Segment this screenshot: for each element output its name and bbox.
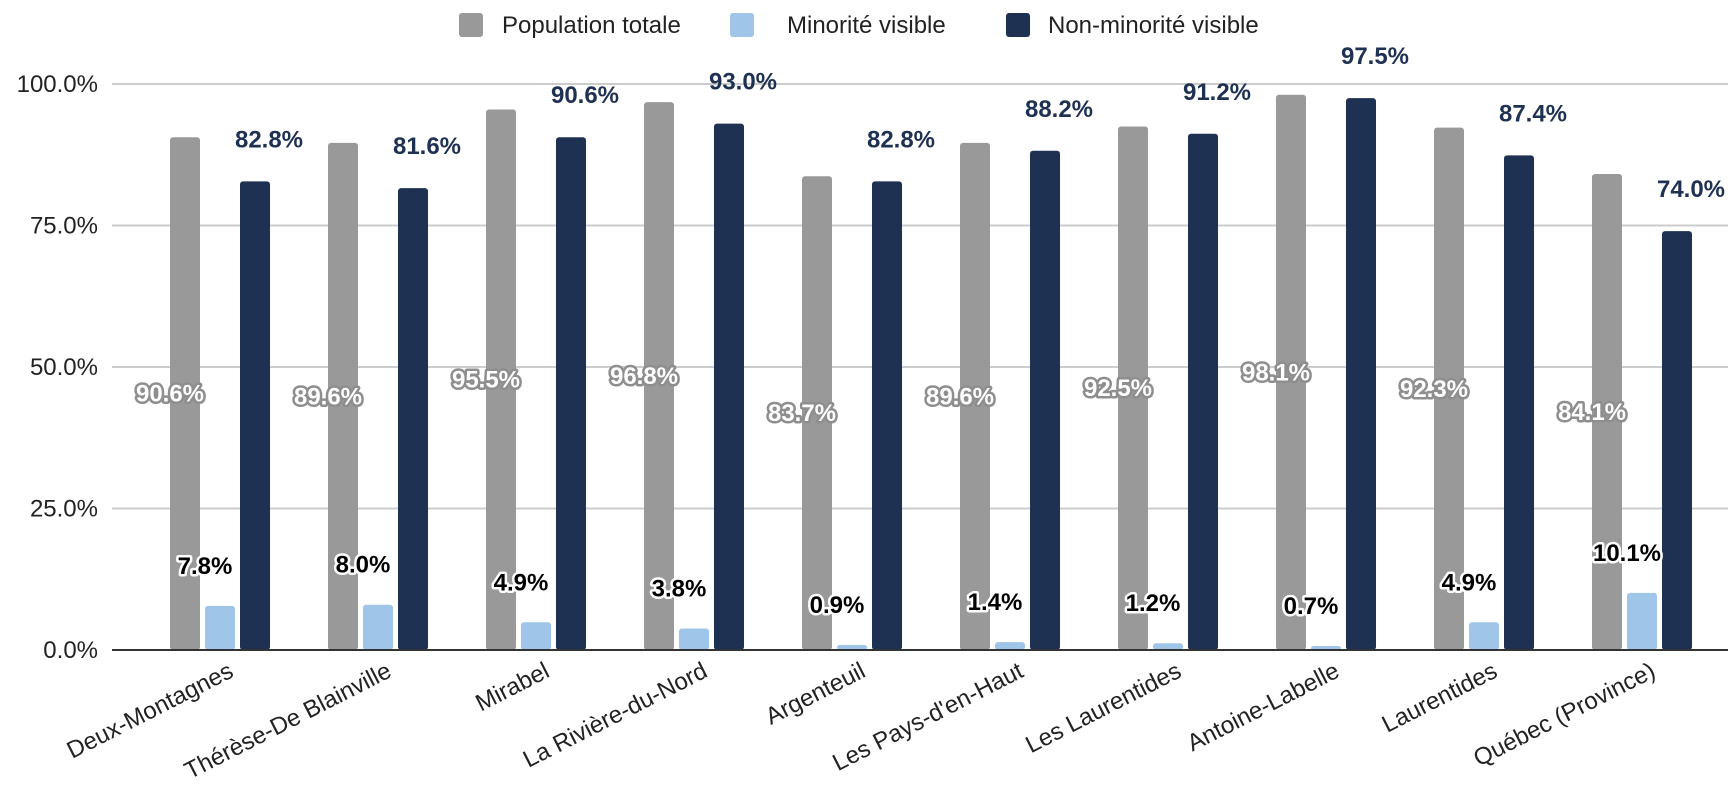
data-label-non-minorite-visible: 82.8% xyxy=(235,126,303,153)
bars xyxy=(170,94,1692,651)
data-label-population-totale: 96.8% xyxy=(610,363,678,390)
data-label-population-totale: 89.6% xyxy=(294,383,362,410)
data-label-non-minorite-visible: 93.0% xyxy=(709,69,777,96)
data-label-minorite-visible: 1.4% xyxy=(968,589,1023,616)
bar-population-totale xyxy=(170,137,200,651)
bar-population-totale xyxy=(1276,94,1306,650)
legend-swatch xyxy=(730,13,754,37)
bar-population-totale xyxy=(1434,127,1464,650)
data-label-non-minorite-visible: 90.6% xyxy=(551,82,619,109)
bar-non-minorite-visible xyxy=(1188,133,1218,651)
data-label-population-totale: 92.3% xyxy=(1400,376,1468,403)
bar-population-totale xyxy=(1592,173,1622,650)
x-category-label: Mirabel xyxy=(471,657,553,717)
data-label-population-totale: 90.6% xyxy=(136,381,204,408)
data-label-non-minorite-visible: 91.2% xyxy=(1183,79,1251,106)
y-axis: 0.0% 25.0% 50.0% 75.0% 100.0% xyxy=(17,71,98,664)
data-label-population-totale: 84.1% xyxy=(1558,399,1626,426)
legend-item-non-minorite-visible: Non-minorité visible xyxy=(1006,12,1259,39)
x-category-label: Antoine-Labelle xyxy=(1183,657,1344,757)
bar-non-minorite-visible xyxy=(1504,155,1534,651)
data-label-non-minorite-visible: 81.6% xyxy=(393,133,461,160)
bar-population-totale xyxy=(644,102,674,650)
bar-minorite-visible xyxy=(1153,643,1183,650)
bar-non-minorite-visible xyxy=(1030,150,1060,650)
data-label-non-minorite-visible: 82.8% xyxy=(867,126,935,153)
data-label-non-minorite-visible: 87.4% xyxy=(1499,100,1567,127)
data-label-non-minorite-visible: 74.0% xyxy=(1657,176,1725,203)
bar-population-totale xyxy=(960,142,990,650)
data-label-population-totale: 83.7% xyxy=(768,400,836,427)
bar-non-minorite-visible xyxy=(872,181,902,651)
data-label-population-totale: 92.5% xyxy=(1084,375,1152,402)
x-category-label: Laurentides xyxy=(1378,657,1502,738)
legend-swatch xyxy=(1006,13,1030,37)
bar-non-minorite-visible xyxy=(1346,98,1376,650)
data-label-minorite-visible: 3.8% xyxy=(652,575,707,602)
data-label-non-minorite-visible: 97.5% xyxy=(1341,43,1409,70)
data-labels: 90.6% 7.8% 82.8% 89.6% 8.0% 81.6% 95.5% 4.9% 90.… xyxy=(133,43,1725,622)
legend-label: Minorité visible xyxy=(787,12,946,39)
bar-population-totale xyxy=(802,176,832,650)
legend-item-minorite-visible: Minorité visible xyxy=(730,12,946,39)
bar-non-minorite-visible xyxy=(1662,231,1692,650)
data-label-minorite-visible: 7.8% xyxy=(178,553,233,580)
bar-minorite-visible xyxy=(679,628,709,650)
bar-non-minorite-visible xyxy=(714,123,744,651)
data-label-minorite-visible: 8.0% xyxy=(336,552,391,579)
bar-minorite-visible xyxy=(363,604,393,650)
legend-item-population-totale: Population totale xyxy=(459,12,681,39)
bar-non-minorite-visible xyxy=(240,181,270,651)
y-tick-label: 25.0% xyxy=(30,496,98,523)
bar-minorite-visible xyxy=(521,622,551,650)
data-label-population-totale: 98.1% xyxy=(1242,359,1310,386)
data-label-minorite-visible: 4.9% xyxy=(1442,569,1497,596)
legend-label: Non-minorité visible xyxy=(1048,12,1259,39)
data-label-non-minorite-visible: 88.2% xyxy=(1025,96,1093,123)
bar-minorite-visible xyxy=(1627,592,1657,650)
bar-non-minorite-visible xyxy=(398,188,428,651)
data-label-minorite-visible: 4.9% xyxy=(494,569,549,596)
data-label-population-totale: 89.6% xyxy=(926,383,994,410)
bar-minorite-visible xyxy=(837,644,867,650)
y-tick-label: 100.0% xyxy=(17,71,98,98)
x-category-label: Les Laurentides xyxy=(1021,657,1185,759)
bar-minorite-visible xyxy=(1469,622,1499,650)
data-label-minorite-visible: 0.9% xyxy=(810,592,865,619)
bar-minorite-visible xyxy=(205,605,235,650)
bar-non-minorite-visible xyxy=(556,137,586,651)
data-label-minorite-visible: 10.1% xyxy=(1593,540,1661,567)
bar-population-totale xyxy=(1118,126,1148,650)
data-label-population-totale: 95.5% xyxy=(452,367,520,394)
y-tick-label: 0.0% xyxy=(43,637,98,664)
y-tick-label: 50.0% xyxy=(30,354,98,381)
chart-legend: Population totale Minorité visible Non-min… xyxy=(459,12,1259,39)
bar-population-totale xyxy=(328,142,358,650)
data-label-minorite-visible: 1.2% xyxy=(1126,590,1181,617)
legend-swatch xyxy=(459,13,483,37)
data-label-minorite-visible: 0.7% xyxy=(1284,593,1339,620)
y-tick-label: 75.0% xyxy=(30,213,98,240)
bar-population-totale xyxy=(486,109,516,651)
bar-minorite-visible xyxy=(995,642,1025,650)
x-category-label: Argenteuil xyxy=(761,657,870,730)
legend-label: Population totale xyxy=(502,12,681,39)
